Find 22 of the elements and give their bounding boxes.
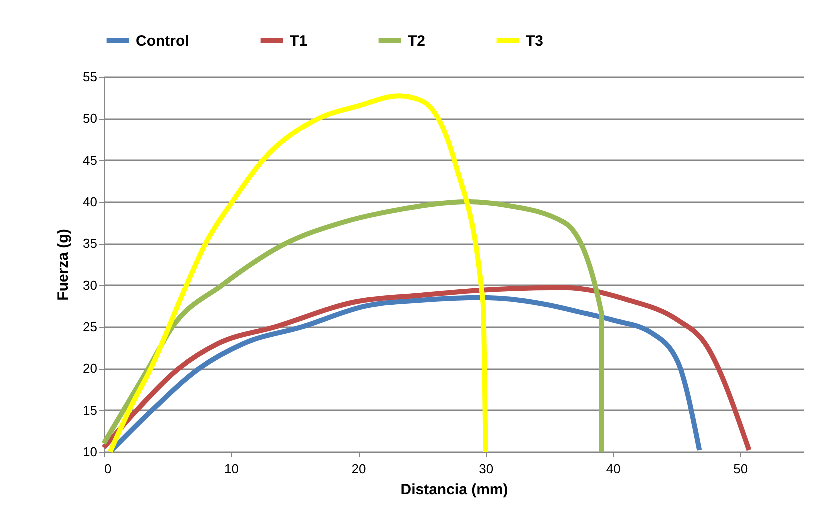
y-tick-label: 55 (83, 70, 98, 84)
x-tick-label: 50 (734, 462, 748, 476)
y-axis-title: Fuerza (g) (55, 229, 72, 301)
legend-label: T3 (526, 33, 544, 50)
x-axis-title: Distancia (mm) (400, 482, 508, 498)
x-tick-label: 0 (104, 462, 112, 476)
y-tick-label: 10 (83, 444, 98, 460)
x-tick-label: 20 (352, 462, 366, 476)
y-tick-label: 50 (83, 111, 98, 126)
y-tick-label: 25 (83, 320, 98, 334)
y-tick-label: 30 (83, 278, 98, 293)
legend-label: T1 (290, 33, 308, 50)
y-tick-label: 20 (83, 361, 98, 376)
x-tick-label: 40 (606, 462, 621, 476)
x-tick-label: 10 (224, 462, 240, 476)
y-tick-label: 35 (83, 236, 98, 252)
x-tick-label: 30 (479, 462, 494, 476)
y-tick-label: 45 (83, 152, 98, 168)
y-tick-label: 15 (83, 402, 98, 418)
legend-label: Control (136, 33, 190, 50)
y-tick-label: 40 (83, 194, 98, 210)
legend-label: T2 (408, 33, 426, 50)
